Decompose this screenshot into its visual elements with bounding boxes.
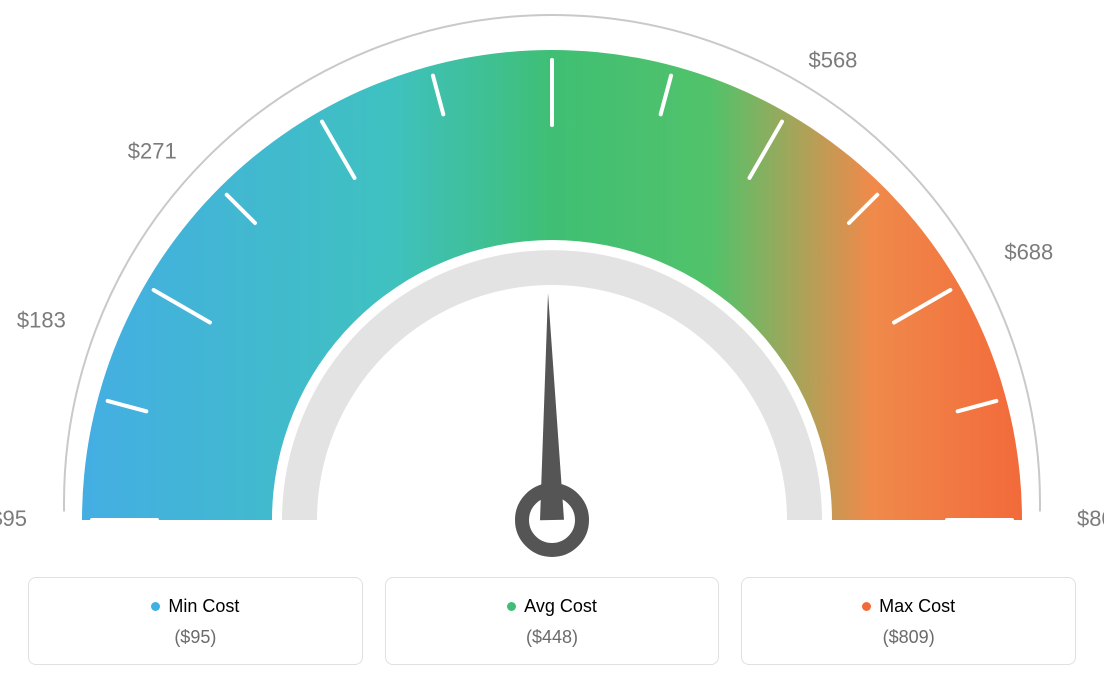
dot-avg (507, 602, 516, 611)
legend-card-avg: Avg Cost ($448) (385, 577, 720, 665)
legend-label-min: Min Cost (168, 596, 239, 617)
gauge-scale-label: $688 (1004, 239, 1053, 264)
gauge-scale-label: $809 (1077, 506, 1104, 531)
legend-title-max: Max Cost (862, 596, 955, 617)
gauge-scale-label: $183 (17, 308, 66, 333)
legend-label-max: Max Cost (879, 596, 955, 617)
gauge-scale-label: $448 (518, 0, 567, 2)
legend-value-max: ($809) (752, 627, 1065, 648)
gauge-svg: $95 $183 $271 $448 $568 $688 $809 (0, 0, 1104, 560)
legend-value-min: ($95) (39, 627, 352, 648)
legend-card-max: Max Cost ($809) (741, 577, 1076, 665)
gauge-scale-label: $95 (0, 506, 27, 531)
chart-container: $95 $183 $271 $448 $568 $688 $809 Min Cost ($9… (0, 0, 1104, 690)
legend-card-min: Min Cost ($95) (28, 577, 363, 665)
legend-value-avg: ($448) (396, 627, 709, 648)
legend-row: Min Cost ($95) Avg Cost ($448) Max Cost … (0, 577, 1104, 665)
gauge-chart: $95 $183 $271 $448 $568 $688 $809 (0, 0, 1104, 560)
gauge-scale-label: $271 (128, 139, 177, 164)
legend-title-min: Min Cost (151, 596, 239, 617)
dot-max (862, 602, 871, 611)
legend-title-avg: Avg Cost (507, 596, 597, 617)
dot-min (151, 602, 160, 611)
gauge-scale-label: $568 (808, 48, 857, 73)
legend-label-avg: Avg Cost (524, 596, 597, 617)
